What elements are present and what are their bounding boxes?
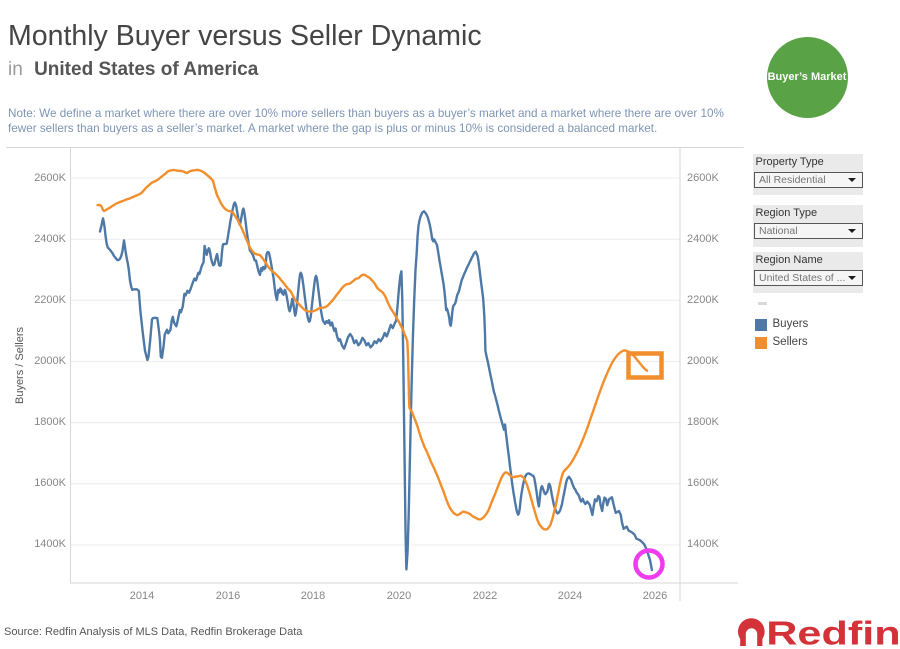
- svg-text:Redfin: Redfin: [766, 615, 900, 648]
